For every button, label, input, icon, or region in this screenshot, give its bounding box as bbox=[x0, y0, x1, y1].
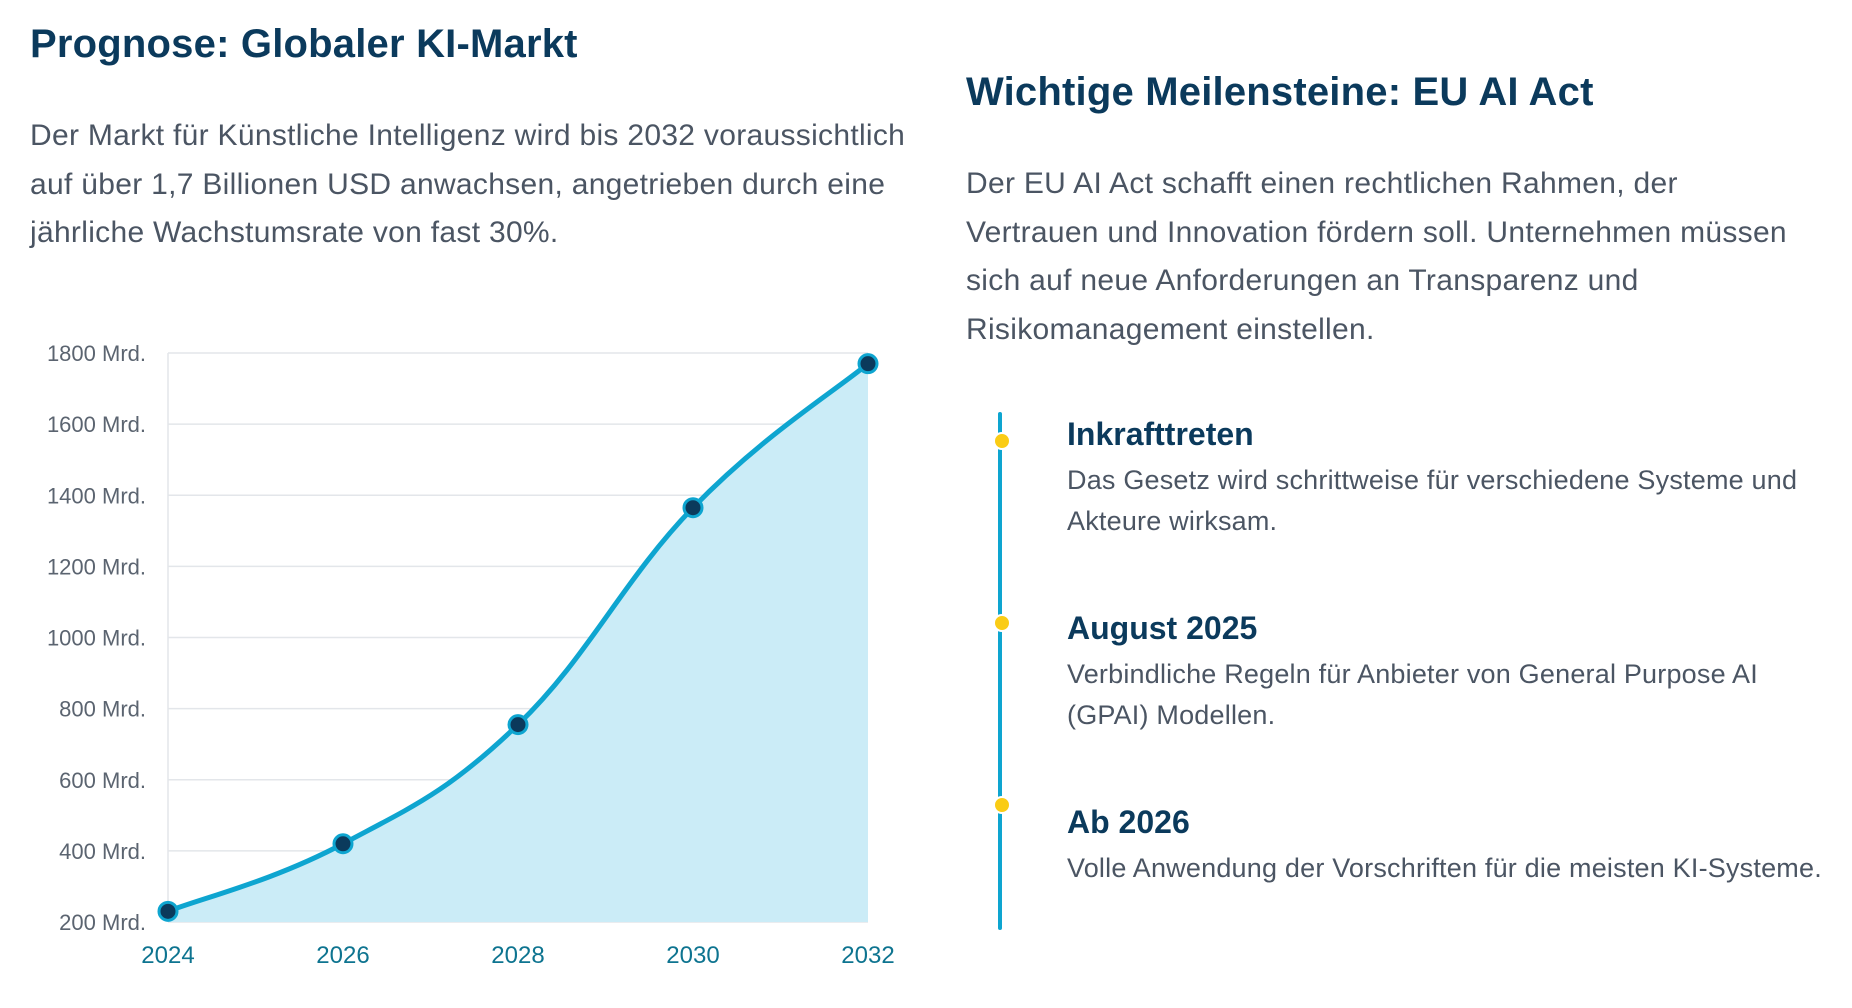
y-tick-label: 800 Mrd. bbox=[59, 697, 146, 722]
y-tick-label: 200 Mrd. bbox=[59, 910, 146, 935]
milestone-description: Verbindliche Regeln für Anbieter von Gen… bbox=[1067, 659, 1758, 730]
chart-points bbox=[157, 353, 879, 922]
y-tick-label: 1800 Mrd. bbox=[47, 341, 146, 366]
x-tick-label: 2024 bbox=[141, 942, 194, 969]
milestone-description: Das Gesetz wird schrittweise für verschi… bbox=[1067, 465, 1798, 536]
data-point-2032 bbox=[857, 353, 879, 375]
y-tick-label: 400 Mrd. bbox=[59, 839, 146, 864]
timeline-line bbox=[998, 412, 1002, 930]
y-tick-label: 1200 Mrd. bbox=[47, 554, 146, 579]
eu-ai-act-section: Wichtige Meilensteine: EU AI Act Der EU … bbox=[966, 62, 1846, 354]
milestone-title: Inkrafttreten bbox=[1067, 416, 1254, 452]
data-point-2030 bbox=[682, 497, 704, 519]
y-tick-label: 600 Mrd. bbox=[59, 768, 146, 793]
milestone-dot-icon bbox=[993, 432, 1011, 450]
y-tick-label: 1400 Mrd. bbox=[47, 483, 146, 508]
x-tick-label: 2028 bbox=[491, 942, 544, 969]
milestone-title: Ab 2026 bbox=[1067, 804, 1190, 840]
x-tick-label: 2026 bbox=[316, 942, 369, 969]
chart-area-fill bbox=[168, 363, 868, 922]
eu-ai-act-title: Wichtige Meilensteine: EU AI Act bbox=[966, 70, 1594, 114]
chart-x-axis: 2024 2026 2028 2030 2032 bbox=[141, 942, 894, 969]
eu-ai-act-lead: Der EU AI Act schafft einen rechtlichen … bbox=[966, 167, 1787, 346]
data-point-2024 bbox=[157, 900, 179, 922]
data-point-2028 bbox=[507, 714, 529, 736]
x-tick-label: 2032 bbox=[841, 942, 894, 969]
data-point-2026 bbox=[332, 833, 354, 855]
milestone-description: Volle Anwendung der Vorschriften für die… bbox=[1067, 853, 1822, 883]
market-forecast-title: Prognose: Globaler KI-Markt bbox=[30, 22, 578, 66]
chart-y-axis: 200 Mrd. 400 Mrd. 600 Mrd. 800 Mrd. 1000 Mrd… bbox=[47, 341, 146, 935]
x-tick-label: 2030 bbox=[666, 942, 719, 969]
market-forecast-lead: Der Markt für Künstliche Intelligenz wir… bbox=[30, 119, 906, 249]
milestone-dot-icon bbox=[993, 796, 1011, 814]
milestone-dot-icon bbox=[993, 614, 1011, 632]
y-tick-label: 1600 Mrd. bbox=[47, 412, 146, 437]
y-tick-label: 1000 Mrd. bbox=[47, 626, 146, 651]
milestone-title: August 2025 bbox=[1067, 610, 1258, 646]
market-forecast-section: Prognose: Globaler KI-Markt Der Markt fü… bbox=[30, 14, 930, 258]
milestone-timeline: Inkrafttreten Das Gesetz wird schrittwei… bbox=[966, 412, 1846, 932]
market-forecast-chart: 200 Mrd. 400 Mrd. 600 Mrd. 800 Mrd. 1000 Mrd… bbox=[47, 341, 895, 969]
chart-series-line bbox=[165, 361, 871, 914]
